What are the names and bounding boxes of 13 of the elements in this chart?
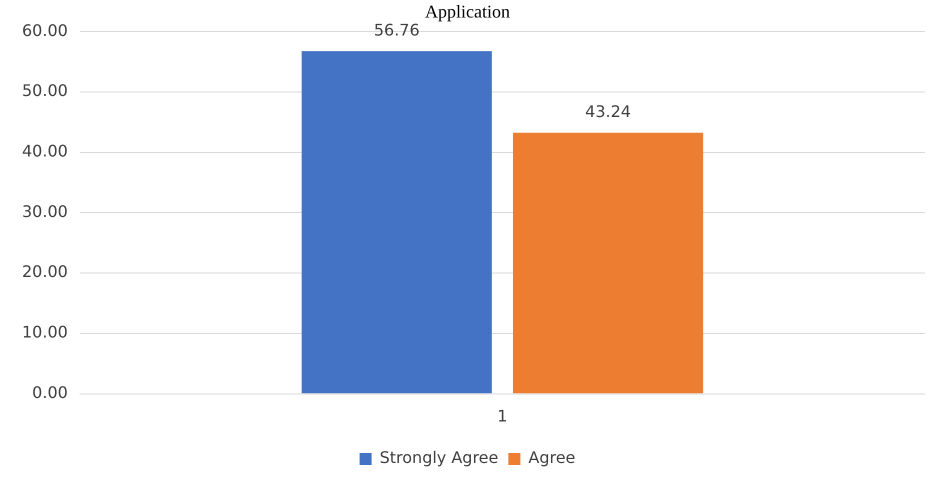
y-tick-label: 60.00 <box>22 20 68 40</box>
chart-title: Application <box>425 2 510 22</box>
y-tick-label: 50.00 <box>22 81 68 100</box>
y-tick-label: 10.00 <box>22 322 68 342</box>
y-tick-label: 30.00 <box>22 202 68 221</box>
y-tick-label: 20.00 <box>22 262 68 282</box>
legend-label: Strongly Agree <box>380 448 498 468</box>
y-tick-label: 0.00 <box>32 382 68 402</box>
y-tick-label: 40.00 <box>22 141 68 160</box>
x-tick-label: 1 <box>497 406 508 426</box>
data-label: 56.76 <box>374 20 420 40</box>
legend-label: Agree <box>528 448 576 468</box>
data-label: 43.24 <box>585 102 631 121</box>
